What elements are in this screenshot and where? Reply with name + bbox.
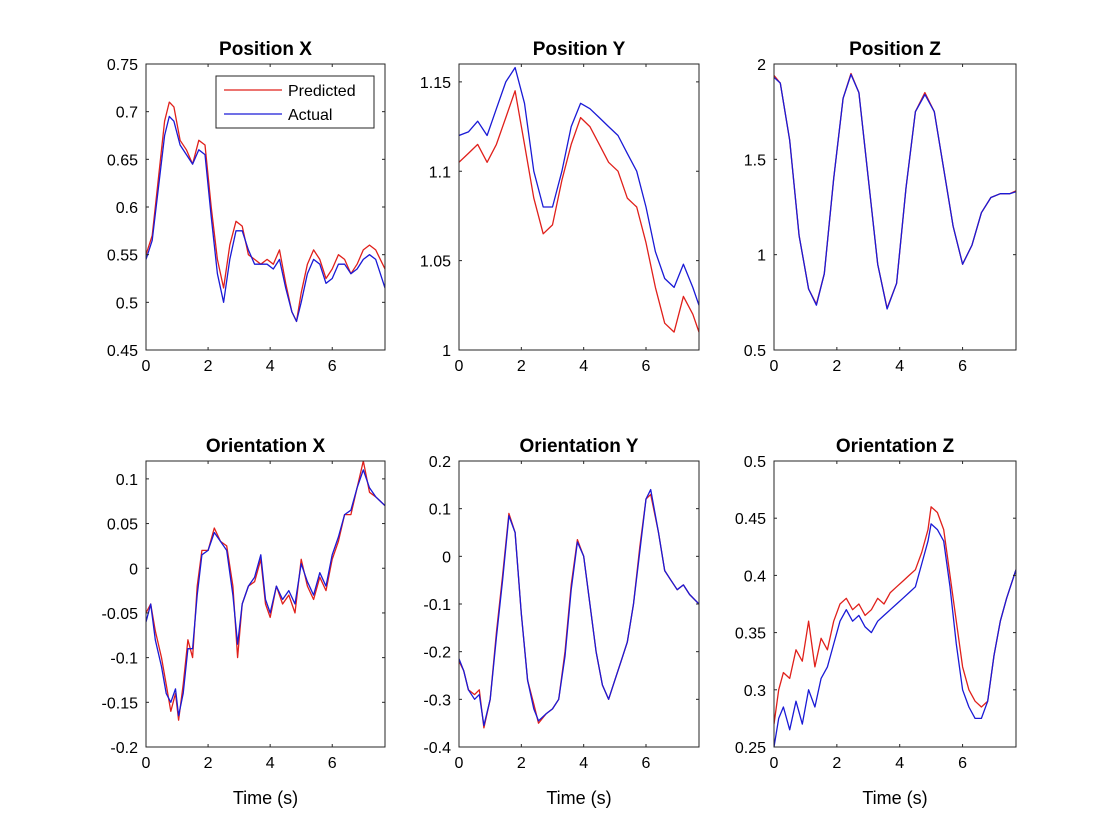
series-line-actual (146, 469, 385, 717)
subplot-title: Orientation X (206, 436, 326, 457)
x-tick-label: 2 (204, 755, 213, 772)
subplot-1: 0 2 4 6 0.45 0.5 0.55 0.6 0.65 0.7 0.75 Position X P… (107, 39, 386, 375)
y-tick-label: 0.45 (107, 343, 138, 360)
series-line-predicted (146, 461, 385, 721)
series-line-predicted (146, 101, 385, 323)
x-tick-label: 2 (832, 755, 841, 772)
subplot-title: Position X (219, 39, 312, 60)
x-tick-label: 4 (579, 755, 588, 772)
y-tick-label: 0.7 (116, 105, 138, 122)
subplot-6: 0 2 4 6 0.25 0.3 0.35 0.4 0.45 0.5 Orientation Z Ti… (735, 436, 1017, 808)
y-tick-label: 1 (442, 343, 451, 360)
x-tick-label: 0 (142, 755, 151, 772)
x-tick-label: 4 (895, 755, 904, 772)
series-line-predicted (459, 90, 699, 333)
y-tick-label: -0.1 (110, 651, 138, 668)
x-axis-label: Time (s) (546, 788, 611, 808)
y-tick-label: 0.5 (116, 295, 138, 312)
axes-box (458, 63, 700, 351)
x-tick-label: 6 (328, 358, 337, 375)
legend-label: Actual (288, 107, 332, 124)
y-tick-label: 0.65 (107, 152, 138, 169)
y-tick-label: 0.5 (744, 454, 766, 471)
y-tick-label: 0.3 (744, 683, 766, 700)
x-tick-label: 4 (579, 358, 588, 375)
y-tick-label: 0.4 (744, 568, 766, 585)
x-tick-label: 4 (266, 755, 275, 772)
x-axis-label: Time (s) (233, 788, 298, 808)
axes-box (145, 460, 386, 748)
y-tick-label: 0.1 (116, 472, 138, 489)
y-tick-label: -0.2 (423, 645, 451, 662)
axes-background (459, 461, 699, 747)
subplot-2: 0 2 4 6 1 1.05 1.1 1.15 Position Y (420, 39, 700, 375)
x-tick-label: 2 (832, 358, 841, 375)
subplot-5: 0 2 4 6 -0.4 -0.3 -0.2 -0.1 0 0.1 0.2 Orientation Y… (423, 436, 700, 808)
y-tick-label: 0.75 (107, 57, 138, 74)
axes-background (774, 461, 1016, 747)
subplot-title: Orientation Y (520, 436, 639, 457)
y-tick-label: 0.5 (744, 343, 766, 360)
x-tick-label: 6 (642, 755, 651, 772)
subplot-title: Position Z (849, 39, 941, 60)
x-axis-label: Time (s) (862, 788, 927, 808)
subplot-3: 0 2 4 6 0.5 1 1.5 2 Position Z (744, 39, 1017, 375)
series-line-actual (774, 523, 1016, 747)
x-tick-label: 0 (770, 755, 779, 772)
y-tick-label: 0.6 (116, 200, 138, 217)
y-tick-label: 0.05 (107, 517, 138, 534)
legend-label: Predicted (288, 83, 356, 100)
x-tick-label: 0 (770, 358, 779, 375)
x-tick-label: 4 (266, 358, 275, 375)
legend: Predicted Actual (215, 75, 375, 129)
y-tick-label: 1 (757, 248, 766, 265)
subplot-4: 0 2 4 6 -0.2 -0.15 -0.1 -0.05 0 0.05 0.1 Orientatio… (102, 436, 386, 808)
series-line-actual (459, 488, 699, 727)
y-tick-label: 1.1 (429, 164, 451, 181)
x-tick-label: 2 (204, 358, 213, 375)
x-tick-label: 6 (328, 755, 337, 772)
subplot-title: Orientation Z (836, 436, 955, 457)
y-tick-label: 1.15 (420, 75, 451, 92)
series-line-actual (774, 73, 1016, 310)
series-line-predicted (774, 506, 1016, 725)
x-tick-label: 0 (142, 358, 151, 375)
y-tick-label: -0.3 (423, 692, 451, 709)
y-tick-label: 0.25 (735, 740, 766, 757)
x-tick-label: 2 (517, 755, 526, 772)
y-tick-label: 0.55 (107, 248, 138, 265)
y-tick-label: -0.2 (110, 740, 138, 757)
x-tick-label: 6 (958, 358, 967, 375)
x-tick-label: 6 (958, 755, 967, 772)
legend-box (215, 75, 375, 129)
y-tick-label: -0.05 (102, 606, 139, 623)
y-tick-label: 0.2 (429, 454, 451, 471)
axes-box (773, 63, 1017, 351)
y-tick-label: 0.1 (429, 502, 451, 519)
y-tick-label: 0.35 (735, 626, 766, 643)
y-tick-label: 0.45 (735, 511, 766, 528)
x-tick-label: 0 (455, 755, 464, 772)
x-tick-label: 6 (642, 358, 651, 375)
y-tick-label: 1.5 (744, 152, 766, 169)
axes-background (774, 64, 1016, 350)
axes-box (773, 460, 1017, 748)
y-tick-label: -0.1 (423, 597, 451, 614)
y-tick-label: 2 (757, 57, 766, 74)
y-tick-label: 1.05 (420, 254, 451, 271)
series-line-actual (459, 66, 699, 306)
y-tick-label: 0 (129, 561, 138, 578)
y-tick-label: 0 (442, 549, 451, 566)
x-tick-label: 0 (455, 358, 464, 375)
subplot-title: Position Y (533, 39, 626, 60)
y-tick-label: -0.15 (102, 695, 139, 712)
y-tick-label: -0.4 (423, 740, 451, 757)
x-tick-label: 4 (895, 358, 904, 375)
series-line-actual (146, 115, 385, 323)
x-tick-label: 2 (517, 358, 526, 375)
